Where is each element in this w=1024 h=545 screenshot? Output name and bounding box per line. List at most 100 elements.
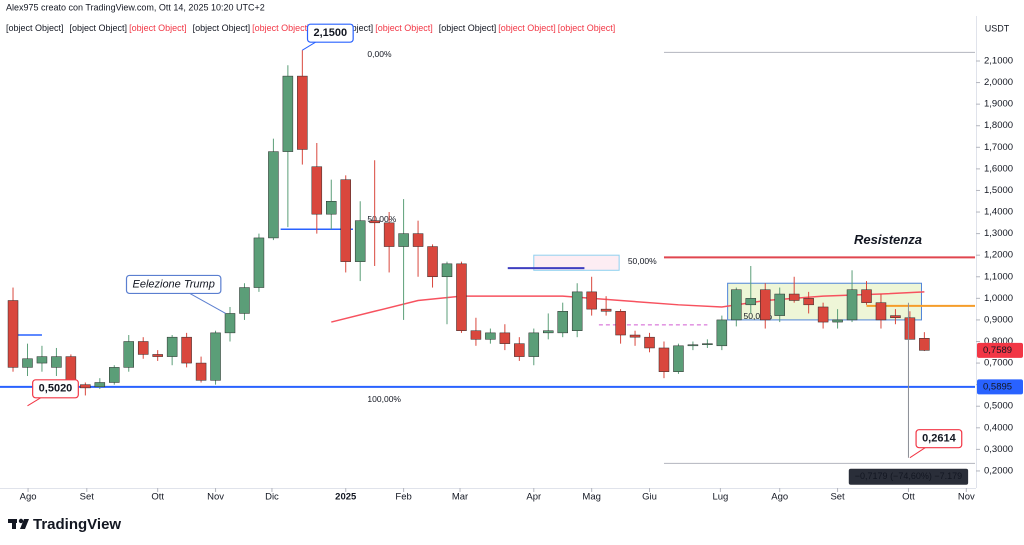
y-tick-label: 1,9000 — [984, 99, 1013, 110]
candle-body — [788, 293, 800, 301]
candle-body — [326, 200, 337, 215]
x-tick-label: Giu — [642, 492, 657, 503]
fib-label: 50,00% — [744, 311, 773, 321]
y-tick-label: 2,1000 — [984, 56, 1013, 67]
candle-body — [557, 311, 568, 334]
candle-body — [673, 345, 684, 372]
x-tick-label: Set — [830, 492, 845, 503]
measure-label: −0,7179 (−74,60%) −7.179 — [855, 471, 962, 481]
y-tick-label: 2,0000 — [984, 77, 1013, 88]
legend-item: [object Object] — [193, 23, 251, 33]
legend-item: [object Object] — [6, 23, 64, 33]
candle-body — [731, 289, 742, 321]
candle-body — [340, 179, 351, 262]
candle-body — [398, 233, 409, 247]
candle-body — [137, 341, 149, 355]
legend-item: [object Object] — [439, 23, 497, 33]
x-tick-label: Mag — [582, 492, 600, 503]
fib-label: 50,00% — [628, 256, 657, 266]
y-tick-label: 1,4000 — [984, 207, 1013, 218]
candle-body — [441, 263, 453, 278]
candle-body — [919, 338, 930, 351]
candle-body — [615, 311, 626, 336]
legend-item: [object Object] — [70, 23, 128, 33]
legend-item: [object Object] — [498, 23, 556, 33]
candle-body — [543, 330, 554, 334]
y-tick-label: 1,5000 — [984, 185, 1013, 196]
candle-body — [311, 166, 323, 215]
candle-body — [846, 289, 858, 321]
candle-body — [354, 220, 366, 262]
candle-body — [658, 347, 670, 372]
y-tick-label: 0,8000 — [984, 336, 1013, 347]
candle-body — [904, 317, 916, 340]
candle-body — [239, 287, 250, 314]
fib-label: 50,00% — [367, 214, 396, 224]
candle-body — [514, 343, 525, 357]
x-tick-label: Dic — [265, 492, 279, 503]
candle-body — [499, 332, 511, 344]
measure-tag: −0,7179 (−74,60%) −7.179 — [848, 468, 969, 485]
candle-body — [832, 319, 843, 323]
callout-label: 0,5020 — [39, 383, 73, 395]
legend-item: [object Object] — [129, 23, 187, 33]
price-tag — [977, 342, 1023, 358]
candle-body — [774, 293, 785, 316]
legend-item: [object Object] — [375, 23, 433, 33]
x-tick-label: Apr — [526, 492, 541, 503]
y-tick-label: 0,2000 — [984, 465, 1013, 476]
x-tick-label: Feb — [395, 492, 411, 503]
x-tick-label: Ott — [902, 492, 915, 503]
y-tick-label: 1,7000 — [984, 142, 1013, 153]
candle-body — [861, 289, 872, 303]
callout-box — [125, 274, 222, 295]
candle-body — [759, 289, 771, 321]
callout-label: 2,1500 — [314, 27, 348, 39]
candle-body — [427, 246, 438, 278]
level-label: Resistenza — [854, 232, 922, 247]
y-unit: USDT — [985, 23, 1010, 33]
y-tick-label: 0,9000 — [984, 314, 1013, 325]
candle-body — [51, 356, 62, 368]
y-tick-label: 1,8000 — [984, 120, 1013, 131]
candle-body — [80, 384, 91, 389]
candle-body — [369, 220, 380, 224]
candle-body — [268, 151, 279, 239]
candle-body — [22, 358, 33, 368]
candle-body — [210, 332, 221, 381]
candle-body — [383, 222, 395, 247]
candle-body — [687, 344, 699, 347]
x-tick-label: Set — [80, 492, 95, 503]
candle-body — [166, 336, 178, 357]
candle-body — [152, 354, 163, 357]
zone-box — [533, 254, 620, 271]
y-tick-label: 0,5000 — [984, 401, 1013, 412]
legend-item: [object Object] — [558, 23, 616, 33]
candle-body — [412, 233, 424, 247]
credit: Alex975 creato con TradingView.com, Ott … — [6, 2, 265, 12]
candle-body — [470, 330, 482, 340]
moving-average — [331, 291, 925, 323]
candle-body — [528, 332, 540, 357]
candle-body — [224, 313, 236, 334]
callout-box — [915, 429, 963, 449]
candle-body — [297, 75, 308, 150]
logo-dot — [18, 518, 24, 524]
price-tag-label: 0,5895 — [983, 381, 1012, 392]
candle-body — [282, 75, 294, 152]
candle-body — [36, 356, 48, 364]
y-tick-label: 0,3000 — [984, 444, 1013, 455]
candle-body — [253, 237, 265, 288]
candle-body — [456, 263, 467, 331]
candle-body — [644, 336, 655, 349]
y-tick-label: 1,0000 — [984, 293, 1013, 304]
x-tick-label: Mar — [452, 492, 468, 503]
candle-body — [571, 291, 583, 331]
candle-body — [195, 362, 207, 381]
measure-box — [848, 468, 969, 485]
price-tag-label: 0,7589 — [983, 345, 1012, 356]
candle-body — [7, 300, 19, 368]
y-tick-label: 0,4000 — [984, 422, 1013, 433]
